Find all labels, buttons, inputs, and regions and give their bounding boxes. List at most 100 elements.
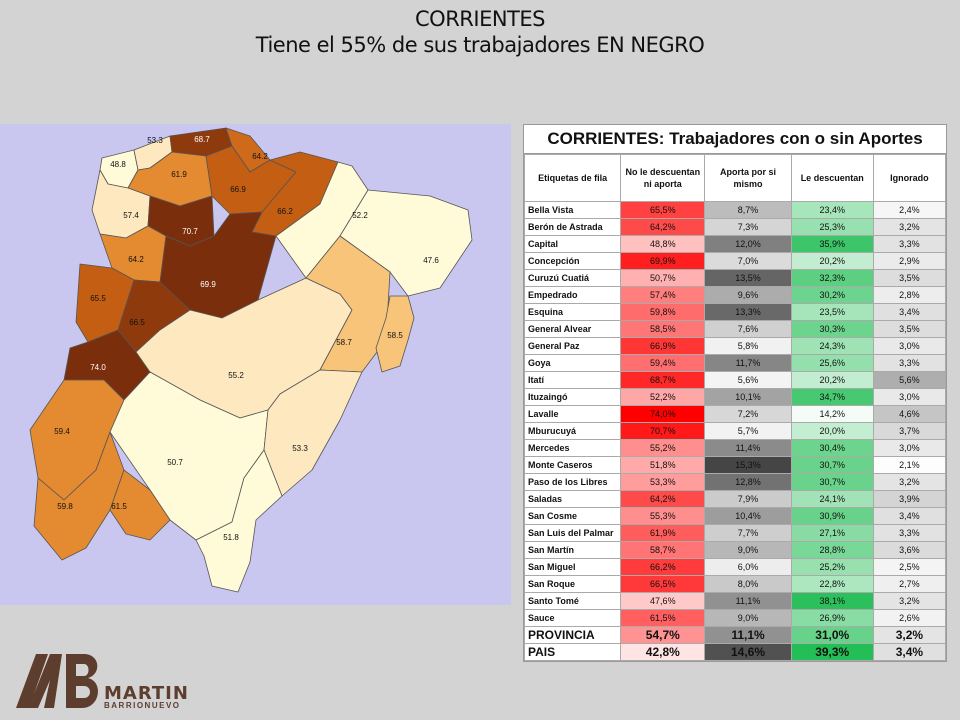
map-value-label: 65.5 — [90, 294, 106, 303]
table-row: Ituzaingó 52,2% 10,1% 34,7% 3,0% — [523, 388, 947, 406]
cell-descuentan: 30,7% — [790, 456, 874, 474]
cell-no-aporta: 52,2% — [620, 388, 706, 406]
row-label: PAIS — [523, 643, 622, 661]
cell-no-aporta: 55,3% — [620, 507, 706, 525]
cell-aporta: 9,6% — [704, 286, 792, 304]
cell-descuentan: 20,2% — [790, 252, 874, 270]
cell-aporta: 10,4% — [704, 507, 792, 525]
row-label: Berón de Astrada — [523, 218, 622, 236]
cell-descuentan: 22,8% — [790, 575, 874, 593]
cell-no-aporta: 53,3% — [620, 473, 706, 491]
title-line-2: Tiene el 55% de sus trabajadores EN NEGR… — [255, 33, 705, 57]
map-value-label: 59.4 — [54, 427, 70, 436]
page-title: CORRIENTES Tiene el 55% de sus trabajado… — [0, 6, 960, 58]
row-label: Concepción — [523, 252, 622, 270]
row-label: General Alvear — [523, 320, 622, 338]
cell-no-aporta: 66,9% — [620, 337, 706, 355]
row-label: Mercedes — [523, 439, 622, 457]
cell-descuentan: 30,2% — [790, 286, 874, 304]
table-row: Concepción 69,9% 7,0% 20,2% 2,9% — [523, 252, 947, 270]
cell-descuentan: 32,3% — [790, 269, 874, 287]
cell-aporta: 11,4% — [704, 439, 792, 457]
table-row: San Martín 58,7% 9,0% 28,8% 3,6% — [523, 541, 947, 559]
cell-aporta: 5,6% — [704, 371, 792, 389]
map-value-label: 61.5 — [111, 502, 127, 511]
total-row: PROVINCIA 54,7% 11,1% 31,0% 3,2% — [523, 626, 947, 644]
row-label: San Cosme — [523, 507, 622, 525]
cell-descuentan: 30,3% — [790, 320, 874, 338]
cell-descuentan: 27,1% — [790, 524, 874, 542]
cell-aporta: 7,9% — [704, 490, 792, 508]
cell-ignorado: 2,5% — [872, 558, 947, 576]
table-row: Mburucuyá 70,7% 5,7% 20,0% 3,7% — [523, 422, 947, 440]
table-row: Esquina 59,8% 13,3% 23,5% 3,4% — [523, 303, 947, 321]
cell-ignorado: 3,4% — [872, 507, 947, 525]
cell-no-aporta: 64,2% — [620, 218, 706, 236]
row-label: Capital — [523, 235, 622, 253]
cell-aporta: 12,8% — [704, 473, 792, 491]
cell-ignorado: 2,8% — [872, 286, 947, 304]
row-label: San Miguel — [523, 558, 622, 576]
map-value-label: 66.5 — [129, 318, 145, 327]
dept-general-alvear — [375, 295, 415, 373]
row-label: Empedrado — [523, 286, 622, 304]
cell-no-aporta: 69,9% — [620, 252, 706, 270]
cell-no-aporta: 42,8% — [620, 643, 706, 661]
cell-ignorado: 4,6% — [872, 405, 947, 423]
row-label: Monte Caseros — [523, 456, 622, 474]
table-row: General Alvear 58,5% 7,6% 30,3% 3,5% — [523, 320, 947, 338]
cell-no-aporta: 74,0% — [620, 405, 706, 423]
cell-no-aporta: 58,7% — [620, 541, 706, 559]
row-label: San Martín — [523, 541, 622, 559]
row-label: Goya — [523, 354, 622, 372]
map-value-label: 66.2 — [277, 207, 293, 216]
map-value-label: 69.9 — [200, 280, 216, 289]
cell-no-aporta: 50,7% — [620, 269, 706, 287]
cell-aporta: 7,6% — [704, 320, 792, 338]
cell-aporta: 12,0% — [704, 235, 792, 253]
row-label: Mburucuyá — [523, 422, 622, 440]
cell-descuentan: 24,1% — [790, 490, 874, 508]
row-label: Sauce — [523, 609, 622, 627]
cell-descuentan: 25,3% — [790, 218, 874, 236]
row-label: San Luis del Palmar — [523, 524, 622, 542]
cell-aporta: 8,0% — [704, 575, 792, 593]
row-label: Lavalle — [523, 405, 622, 423]
table-row: Saladas 64,2% 7,9% 24,1% 3,9% — [523, 490, 947, 508]
cell-descuentan: 38,1% — [790, 592, 874, 610]
cell-ignorado: 3,2% — [872, 473, 947, 491]
map-value-label: 70.7 — [182, 227, 198, 236]
cell-descuentan: 14,2% — [790, 405, 874, 423]
cell-ignorado: 3,4% — [872, 643, 947, 661]
cell-ignorado: 3,4% — [872, 303, 947, 321]
table-row: San Miguel 66,2% 6,0% 25,2% 2,5% — [523, 558, 947, 576]
table-row: Capital 48,8% 12,0% 35,9% 3,3% — [523, 235, 947, 253]
cell-aporta: 11,1% — [704, 626, 792, 644]
cell-no-aporta: 57,4% — [620, 286, 706, 304]
row-label: Santo Tomé — [523, 592, 622, 610]
corrientes-map: 53.3 68.7 48.8 64.2 61.9 66.9 57.4 66.2 52.2 70.7… — [0, 124, 511, 605]
cell-ignorado: 2,7% — [872, 575, 947, 593]
cell-ignorado: 3,7% — [872, 422, 947, 440]
cell-no-aporta: 61,5% — [620, 609, 706, 627]
cell-descuentan: 28,8% — [790, 541, 874, 559]
col-header-label: Etiquetas de fila — [523, 154, 622, 202]
table-row: Curuzú Cuatiá 50,7% 13,5% 32,3% 3,5% — [523, 269, 947, 287]
cell-ignorado: 3,5% — [872, 320, 947, 338]
map-value-label: 52.2 — [352, 211, 368, 220]
col-header-no-aporta: No le descuentan ni aporta — [620, 154, 706, 202]
cell-no-aporta: 55,2% — [620, 439, 706, 457]
cell-no-aporta: 48,8% — [620, 235, 706, 253]
cell-descuentan: 30,7% — [790, 473, 874, 491]
table-row: Itatí 68,7% 5,6% 20,2% 5,6% — [523, 371, 947, 389]
cell-ignorado: 3,3% — [872, 235, 947, 253]
cell-ignorado: 3,3% — [872, 354, 947, 372]
cell-no-aporta: 54,7% — [620, 626, 706, 644]
map-value-label: 48.8 — [110, 160, 126, 169]
row-label: Curuzú Cuatiá — [523, 269, 622, 287]
cell-descuentan: 23,5% — [790, 303, 874, 321]
table-row: Goya 59,4% 11,7% 25,6% 3,3% — [523, 354, 947, 372]
table-row: Mercedes 55,2% 11,4% 30,4% 3,0% — [523, 439, 947, 457]
cell-aporta: 13,3% — [704, 303, 792, 321]
table-row: Santo Tomé 47,6% 11,1% 38,1% 3,2% — [523, 592, 947, 610]
